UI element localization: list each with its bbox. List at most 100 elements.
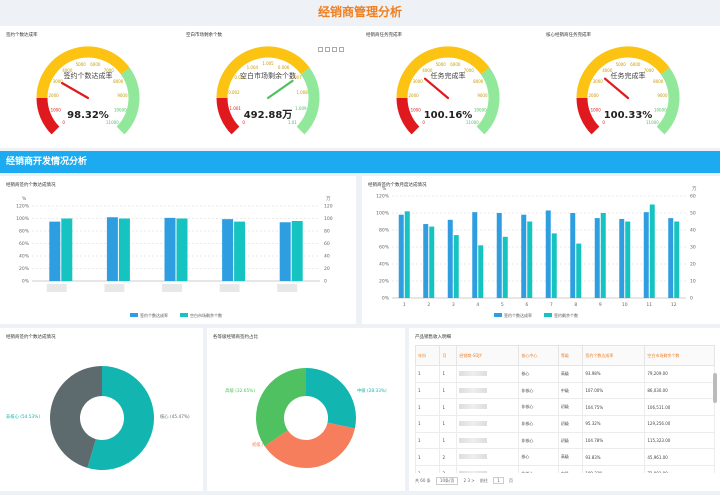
y-tick-left: 40% bbox=[19, 254, 30, 260]
y-tick-left: 120% bbox=[376, 194, 390, 200]
gauge-yellow-band bbox=[576, 46, 670, 99]
gauge-tick-label: 7000 bbox=[104, 68, 115, 73]
x-tick-label: 3 bbox=[452, 302, 455, 308]
bar-2 bbox=[291, 221, 303, 281]
y-tick-right: 40 bbox=[324, 254, 330, 260]
gauge-value: 100.16% bbox=[424, 110, 473, 121]
table-row[interactable]: 1 1 非核心 初级 104.78% 115,323.00 bbox=[415, 431, 715, 450]
table-cell bbox=[456, 465, 520, 473]
table-cell: 初级 bbox=[557, 415, 584, 433]
legend-swatch bbox=[494, 313, 502, 317]
gauge-tick-label: 5000 bbox=[436, 62, 447, 67]
gauge-panel-3: 经销商任务完成率 0 1000 2000 3000 4000 5000 6000 7000 800… bbox=[360, 26, 540, 148]
y-tick-right: 40 bbox=[690, 228, 696, 234]
table-row[interactable]: 1 1 核心 高级 93.98% 79,209.00 bbox=[415, 365, 715, 383]
bar-1 bbox=[570, 213, 576, 298]
refresh-icon[interactable] bbox=[325, 47, 330, 52]
table-row[interactable]: 1 1 非核心 初级 95.32% 129,256.00 bbox=[415, 415, 715, 433]
gauge-tick-label: 0 bbox=[62, 120, 65, 125]
goto-label: 前往 bbox=[479, 478, 488, 483]
table-row[interactable]: 1 1 非核心 中级 107.00% 86,030.00 bbox=[415, 381, 715, 400]
bar-1 bbox=[545, 210, 551, 298]
page-size-select[interactable]: 10条/页 bbox=[435, 477, 459, 485]
gauge-tick-label: 0 bbox=[422, 120, 425, 125]
redacted-name bbox=[459, 470, 488, 473]
column-header[interactable]: 经销商-SDJY bbox=[456, 345, 520, 366]
gauge-tick-label: 8000 bbox=[473, 79, 484, 84]
pie2-title: 各等级经销商签约占比 bbox=[213, 335, 258, 340]
x-tick-label-blur bbox=[104, 284, 125, 292]
gauge-tick-label: 10000 bbox=[114, 108, 127, 113]
table-cell: 核心 bbox=[518, 448, 559, 467]
table-row[interactable]: 1 1 非核心 初级 104.75% 106,511.00 bbox=[415, 398, 715, 417]
page-input[interactable]: 1 bbox=[493, 477, 504, 484]
table-cell: 非核心 bbox=[518, 465, 559, 473]
gauge-tick-label: 2000 bbox=[48, 93, 59, 98]
image-icon[interactable] bbox=[332, 47, 337, 52]
column-header[interactable]: 核心中心 bbox=[518, 345, 559, 366]
column-header[interactable]: 签约个数达成率 bbox=[582, 345, 646, 366]
bar-2 bbox=[502, 236, 508, 298]
table-cell: 非核心 bbox=[518, 398, 559, 417]
x-tick-label: 12 bbox=[671, 302, 677, 308]
column-header[interactable]: 空白市场剩余个数 bbox=[644, 345, 715, 366]
table-cell: 1 bbox=[415, 448, 441, 467]
gauge-green-band bbox=[116, 67, 140, 135]
page-title: 经销商管理分析 bbox=[317, 5, 402, 19]
donut-chart-2: 中级 (28.33%) 初级 (15.02%) 高级 (32.65%) bbox=[225, 368, 387, 468]
gauge-tick-label: 9000 bbox=[117, 93, 128, 98]
y-tick-right: 80 bbox=[324, 229, 330, 235]
legend-label: 空白市场剩余个数 bbox=[190, 312, 222, 318]
scrollbar[interactable] bbox=[713, 373, 717, 403]
page-numbers[interactable]: 2 3 > bbox=[463, 478, 475, 483]
bar-2 bbox=[649, 204, 655, 298]
gauge-tick-label: 11000 bbox=[466, 120, 479, 125]
legend-swatch bbox=[130, 313, 138, 317]
restore-icon[interactable] bbox=[318, 47, 323, 52]
table-cell bbox=[456, 381, 520, 400]
redacted-name bbox=[459, 437, 488, 443]
y-tick-right: 50 bbox=[690, 211, 696, 217]
column-header[interactable]: 等级 bbox=[557, 345, 584, 366]
gauge-tick-label: 3000 bbox=[593, 79, 604, 84]
table-cell: 非核心 bbox=[518, 431, 559, 450]
bar-1 bbox=[472, 212, 478, 298]
gauge-tick-label: 11000 bbox=[646, 120, 659, 125]
gauge-tick-label: 4000 bbox=[422, 68, 433, 73]
column-header[interactable]: 月 bbox=[439, 345, 458, 366]
table-cell: 45,961.00 bbox=[644, 448, 715, 467]
bar-2 bbox=[176, 218, 188, 281]
bar-2 bbox=[404, 211, 410, 298]
y-tick-right: 60 bbox=[324, 241, 330, 247]
redacted-name bbox=[459, 420, 488, 426]
table-cell: 核心 bbox=[518, 365, 559, 383]
table-row[interactable]: 1 2 核心 高级 93.83% 45,961.00 bbox=[415, 448, 715, 467]
x-tick-label: 8 bbox=[574, 302, 577, 308]
bar-2 bbox=[118, 218, 130, 281]
bar-2 bbox=[429, 226, 435, 298]
panel-toolbar[interactable] bbox=[318, 37, 346, 56]
pagination: 共 60 条 10条/页 2 3 > 前往 1 页 bbox=[415, 477, 517, 485]
column-header[interactable]: 年份 bbox=[415, 345, 441, 366]
y-tick-right: 120 bbox=[324, 204, 333, 210]
pager-total: 共 60 条 bbox=[415, 478, 431, 483]
gauge-red-band bbox=[36, 97, 60, 135]
data-view-icon[interactable] bbox=[339, 47, 344, 52]
y-tick-right: 60 bbox=[690, 194, 696, 200]
x-tick-label: 2 bbox=[427, 302, 430, 308]
table-cell: 1 bbox=[439, 365, 458, 383]
bar-1 bbox=[594, 218, 600, 298]
gauge-tick-label: 6000 bbox=[630, 62, 641, 67]
x-tick-label: 9 bbox=[599, 302, 602, 308]
gauge-tick-label: 1000 bbox=[591, 108, 602, 113]
x-tick-label: 10 bbox=[622, 302, 628, 308]
table-scroll[interactable]: 年份月经销商-SDJY 核心中心 等级 签约个数达成率 空白市场剩余个数 1 1 核心 高级 9… bbox=[415, 345, 715, 473]
gauge-title: 核心经销商任务完成率 bbox=[546, 33, 591, 38]
section-banner: 经销商开发情况分析 bbox=[0, 151, 720, 173]
y-tick-left: 60% bbox=[19, 241, 30, 247]
x-tick-label: 1 bbox=[403, 302, 406, 308]
table-row[interactable]: 12 非核心中级109.33%72,001.00 bbox=[415, 465, 715, 473]
y-tick-right: 0 bbox=[690, 296, 693, 302]
